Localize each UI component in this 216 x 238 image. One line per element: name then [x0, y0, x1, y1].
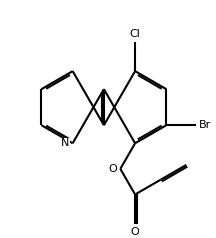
Text: O: O	[109, 164, 118, 174]
Text: N: N	[61, 138, 70, 148]
Text: Cl: Cl	[130, 29, 141, 39]
Text: Br: Br	[199, 120, 211, 130]
Text: O: O	[131, 227, 140, 237]
